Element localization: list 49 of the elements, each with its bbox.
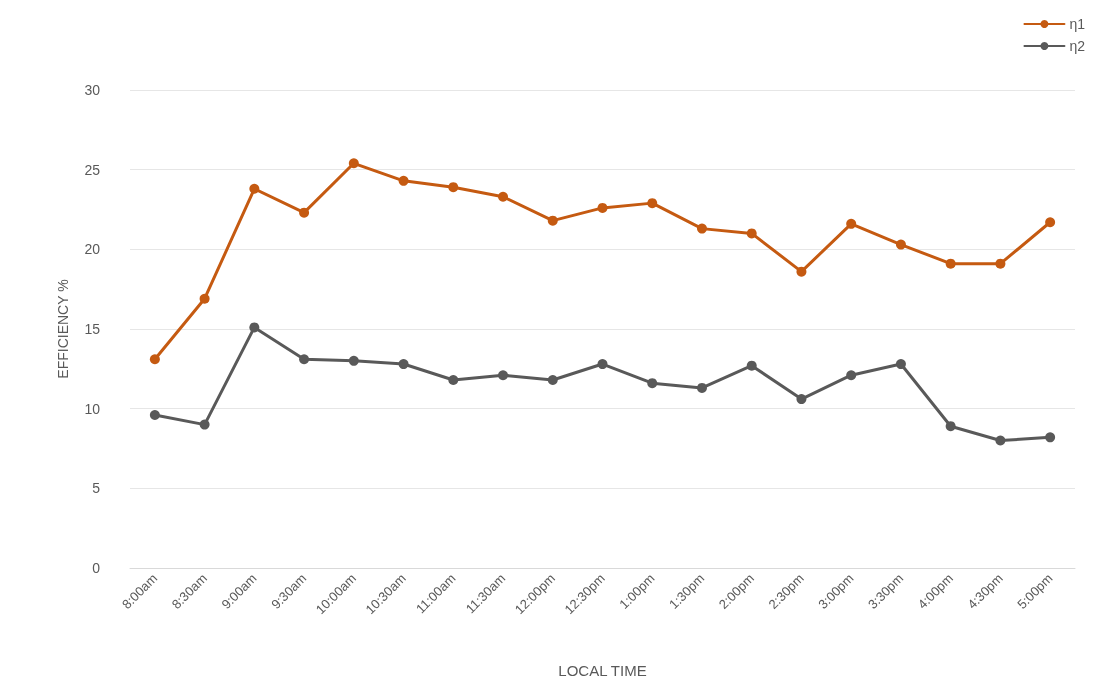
point <box>647 198 658 209</box>
legend-label: η1 <box>1069 16 1086 32</box>
point <box>895 239 906 250</box>
point <box>995 435 1006 446</box>
point <box>299 354 310 365</box>
point <box>249 322 260 333</box>
y-tick-label: 15 <box>84 321 101 337</box>
point <box>398 359 409 370</box>
y-tick-label: 10 <box>84 400 101 417</box>
point <box>846 218 857 229</box>
point <box>299 207 310 218</box>
point <box>746 228 757 239</box>
point <box>249 183 260 194</box>
point <box>348 158 359 169</box>
point <box>199 419 210 430</box>
y-tick-label: 0 <box>92 560 101 576</box>
point <box>498 191 509 202</box>
legend-label: η2 <box>1069 38 1086 54</box>
point <box>796 394 807 405</box>
point <box>199 293 210 304</box>
x-axis-title: LOCAL TIME <box>558 662 647 679</box>
point <box>1045 217 1056 228</box>
point <box>846 370 857 381</box>
point <box>995 258 1006 269</box>
y-tick-label: 20 <box>84 241 101 258</box>
point <box>796 266 807 277</box>
y-tick-label: 5 <box>92 480 101 497</box>
point <box>597 202 608 213</box>
point <box>945 258 956 269</box>
point <box>895 359 906 370</box>
y-tick-label: 30 <box>84 82 101 98</box>
point <box>448 374 459 385</box>
point <box>149 410 160 421</box>
point <box>348 355 359 366</box>
point <box>398 175 409 186</box>
point <box>696 223 707 234</box>
y-tick-label: 25 <box>84 161 101 178</box>
point <box>1045 432 1056 443</box>
point <box>696 382 707 393</box>
point <box>498 370 509 381</box>
point <box>945 421 956 432</box>
point <box>149 354 160 365</box>
point <box>647 378 658 389</box>
point <box>547 215 558 226</box>
point <box>547 374 558 385</box>
point <box>597 359 608 370</box>
y-axis-title: EFFICIENCY % <box>55 279 71 379</box>
point <box>448 182 459 193</box>
point <box>746 360 757 371</box>
